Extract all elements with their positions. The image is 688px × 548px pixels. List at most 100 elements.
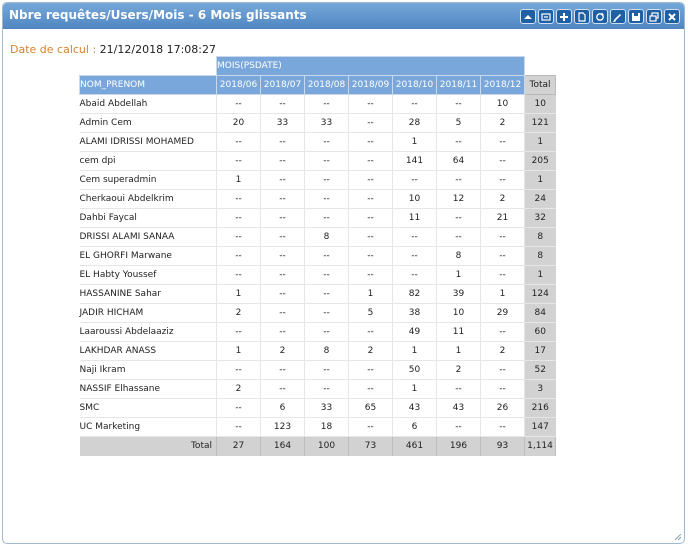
table-cell: 10: [480, 94, 525, 114]
totals-row: Total 27 164 100 73 461 196 93 1,114: [79, 436, 556, 456]
calc-date-separator: :: [88, 43, 100, 56]
row-total: 124: [524, 284, 556, 304]
table-cell: --: [304, 303, 349, 323]
table-cell: --: [348, 113, 393, 133]
table-cell: --: [216, 322, 261, 342]
month-header: 2018/11: [436, 75, 481, 95]
edit-icon[interactable]: [610, 9, 626, 24]
row-total: 84: [524, 303, 556, 323]
table-cell: --: [436, 227, 481, 247]
table-cell: --: [260, 132, 305, 152]
row-name: UC Marketing: [79, 417, 217, 437]
row-name: Cherkaoui Abdelkrim: [79, 189, 217, 209]
nom-prenom-header: NOM_PRENOM: [79, 75, 217, 95]
month-header: 2018/08: [304, 75, 349, 95]
table-cell: --: [260, 265, 305, 285]
collapse-icon[interactable]: [520, 9, 536, 24]
table-cell: --: [304, 170, 349, 190]
table-cell: --: [304, 284, 349, 304]
table-cell: --: [436, 132, 481, 152]
table-cell: --: [480, 227, 525, 247]
row-name: Laaroussi Abdelaaziz: [79, 322, 217, 342]
close-icon[interactable]: [664, 9, 680, 24]
table-cell: --: [216, 417, 261, 437]
table-cell: 10: [392, 189, 437, 209]
table-cell: --: [216, 132, 261, 152]
table-cell: 18: [304, 417, 349, 437]
table-cell: 1: [216, 284, 261, 304]
table-cell: --: [260, 208, 305, 228]
refresh-icon[interactable]: [592, 9, 608, 24]
table-row: HASSANINE Sahar 1 -- -- 1 82 39 1 124: [79, 284, 556, 304]
table-row: Laaroussi Abdelaaziz -- -- -- -- 49 11 -- 60: [79, 322, 556, 342]
month-header: 2018/12: [480, 75, 525, 95]
table-cell: 5: [348, 303, 393, 323]
add-icon[interactable]: [556, 9, 572, 24]
table-cell: --: [304, 360, 349, 380]
filter-icon[interactable]: [538, 9, 554, 24]
row-total: 147: [524, 417, 556, 437]
restore-icon[interactable]: [646, 9, 662, 24]
table-cell: --: [480, 170, 525, 190]
row-name: Cem superadmin: [79, 170, 217, 190]
mois-header: MOIS(PSDATE): [216, 56, 525, 76]
row-name: SMC: [79, 398, 217, 418]
table-cell: --: [260, 151, 305, 171]
row-name: EL GHORFI Marwane: [79, 246, 217, 266]
row-total: 1: [524, 170, 556, 190]
table-row: ALAMI IDRISSI MOHAMED -- -- -- -- 1 -- -- 1: [79, 132, 556, 152]
table-cell: --: [304, 265, 349, 285]
table-cell: 28: [392, 113, 437, 133]
table-cell: --: [392, 246, 437, 266]
save-icon[interactable]: [628, 9, 644, 24]
table-cell: 6: [392, 417, 437, 437]
table-cell: --: [260, 189, 305, 209]
table-cell: 2: [436, 360, 481, 380]
table-cell: 2: [480, 341, 525, 361]
panel-toolbar: [520, 9, 680, 24]
table-cell: --: [348, 322, 393, 342]
row-total: 17: [524, 341, 556, 361]
table-cell: 10: [436, 303, 481, 323]
table-cell: --: [304, 94, 349, 114]
table-cell: 8: [304, 341, 349, 361]
table-cell: --: [436, 417, 481, 437]
table-cell: 1: [392, 341, 437, 361]
row-name: EL Habty Youssef: [79, 265, 217, 285]
table-cell: 1: [216, 341, 261, 361]
table-cell: --: [392, 265, 437, 285]
row-name: Dahbi Faycal: [79, 208, 217, 228]
table-cell: --: [480, 151, 525, 171]
table-row: Cem superadmin 1 -- -- -- -- -- -- 1: [79, 170, 556, 190]
table-cell: --: [304, 208, 349, 228]
resize-handle-icon[interactable]: [674, 533, 682, 541]
table-cell: --: [436, 170, 481, 190]
table-cell: --: [480, 360, 525, 380]
calc-date: Date de calcul : 21/12/2018 17:08:27: [10, 43, 216, 56]
table-cell: --: [348, 94, 393, 114]
total-header: Total: [524, 75, 556, 95]
row-total: 121: [524, 113, 556, 133]
table-cell: --: [480, 132, 525, 152]
table-cell: --: [216, 227, 261, 247]
table-cell: 39: [436, 284, 481, 304]
row-name: JADIR HICHAM: [79, 303, 217, 323]
table-cell: --: [216, 398, 261, 418]
table-cell: --: [260, 284, 305, 304]
table-cell: 21: [480, 208, 525, 228]
month-header: 2018/06: [216, 75, 261, 95]
row-name: Abaid Abdellah: [79, 94, 217, 114]
table-cell: --: [260, 170, 305, 190]
table-cell: 33: [304, 113, 349, 133]
table-cell: 2: [480, 113, 525, 133]
document-icon[interactable]: [574, 9, 590, 24]
column-total: 73: [348, 436, 393, 456]
table-cell: --: [436, 208, 481, 228]
table-cell: 2: [480, 189, 525, 209]
table-cell: 29: [480, 303, 525, 323]
table-row: JADIR HICHAM 2 -- -- 5 38 10 29 84: [79, 303, 556, 323]
table-cell: --: [392, 94, 437, 114]
table-cell: 64: [436, 151, 481, 171]
table-cell: --: [436, 94, 481, 114]
